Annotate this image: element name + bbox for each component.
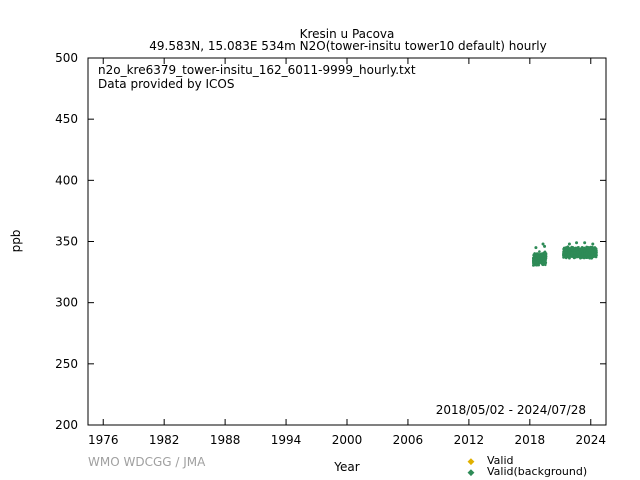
data-point [534,246,538,250]
data-point [542,254,546,258]
data-point [541,261,544,264]
data-point [535,263,539,267]
data-point [575,253,579,257]
y-axis-ticks: 200 250 300 350 400 450 500 [55,51,606,432]
plot-frame [87,57,607,426]
data-point [538,250,541,253]
data-point [594,255,598,259]
y-tick-label: 450 [55,112,78,126]
y-tick-label: 500 [55,51,78,65]
x-tick-label: 1994 [271,433,302,447]
legend-marker-valid: ◆ [468,457,475,467]
data-point [587,248,590,252]
data-point [540,257,544,260]
y-axis-label: ppb [9,230,23,253]
data-point [583,252,586,255]
y-tick-label: 250 [55,357,78,371]
data-point [543,259,546,262]
data-point [565,248,568,252]
data-point [594,253,598,257]
data-point [591,242,595,246]
data-point [567,246,570,250]
x-tick-label: 1976 [88,433,119,447]
data-point [562,251,566,255]
file-label: n2o_kre6379_tower-insitu_162_6011-9999_h… [98,63,416,77]
chart-subtitle: 49.583N, 15.083E 534m N2O(tower-insitu t… [149,39,546,53]
data-point [587,253,590,257]
x-tick-label: 2012 [454,433,485,447]
data-point [591,245,594,249]
data-point [533,260,536,264]
data-point [588,250,591,254]
y-tick-label: 400 [55,173,78,187]
legend: ◆ Valid ◆ Valid(background) [468,454,588,478]
x-tick-label: 2018 [515,433,546,447]
x-axis-ticks: 1976 1982 1988 1994 2000 2006 2012 2018 2024 [88,58,606,447]
x-tick-label: 1988 [210,433,241,447]
data-point [573,249,576,252]
data-point [574,255,577,258]
data-point [537,263,540,267]
data-point [576,250,580,254]
credit-label: WMO WDCGG / JMA [88,455,206,469]
data-point [570,245,573,249]
data-point [543,244,547,248]
data-point [583,249,586,253]
provider-label: Data provided by ICOS [98,77,234,91]
data-point [579,255,582,259]
x-tick-label: 2024 [575,433,606,447]
y-tick-label: 300 [55,296,78,310]
data-point [572,254,575,257]
legend-marker-valid-background: ◆ [468,468,475,478]
data-point [532,253,536,256]
data-point [543,252,547,255]
data-point [575,247,578,250]
data-point [537,257,540,260]
data-point [573,251,577,255]
data-point [535,253,538,256]
y-tick-label: 350 [55,235,78,249]
data-point [567,242,571,246]
data-point [575,241,579,245]
data-point [567,252,570,256]
data-point [590,249,594,253]
data-point [532,264,535,267]
data-point [544,256,547,260]
x-tick-label: 1982 [149,433,180,447]
x-tick-label: 2006 [393,433,424,447]
legend-label-valid: Valid [487,454,514,467]
y-tick-label: 200 [55,418,78,432]
data-point [580,248,583,251]
data-point [583,241,587,245]
data-point [568,256,571,260]
data-point [534,257,538,261]
data-point [594,248,597,252]
data-point [543,262,547,265]
data-point [540,252,543,256]
data-point [568,249,571,252]
data-point [541,242,545,246]
date-range-label: 2018/05/02 - 2024/07/28 [436,403,586,417]
x-axis-label: Year [333,460,359,474]
x-tick-label: 2000 [332,433,363,447]
data-point [582,256,586,260]
data-point [589,255,592,258]
legend-label-valid-background: Valid(background) [487,465,587,478]
data-point [577,246,580,249]
chart-title: Kresin u Pacova [300,27,395,41]
data-point [570,247,574,251]
data-point [563,247,566,250]
data-point [538,260,542,264]
data-points [532,241,598,267]
